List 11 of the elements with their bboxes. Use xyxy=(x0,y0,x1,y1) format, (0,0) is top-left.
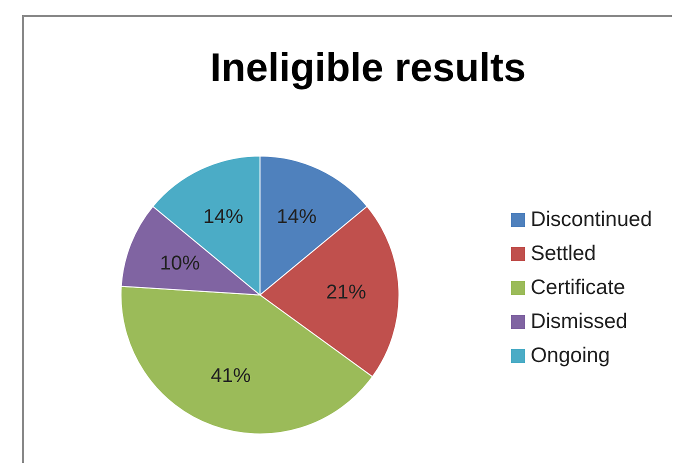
data-label: 14% xyxy=(203,206,244,228)
data-label: 21% xyxy=(326,281,366,304)
legend-label: Settled xyxy=(530,241,596,267)
data-label: 14% xyxy=(276,206,317,228)
data-label: 41% xyxy=(210,365,252,388)
legend-label: Certificate xyxy=(530,275,626,301)
data-label: 10% xyxy=(160,252,200,274)
legend-label: Discontinued xyxy=(530,207,652,233)
legend-label: Dismissed xyxy=(530,309,628,335)
legend-label: Ongoing xyxy=(530,343,610,369)
chart-title: Ineligible results xyxy=(209,46,527,91)
